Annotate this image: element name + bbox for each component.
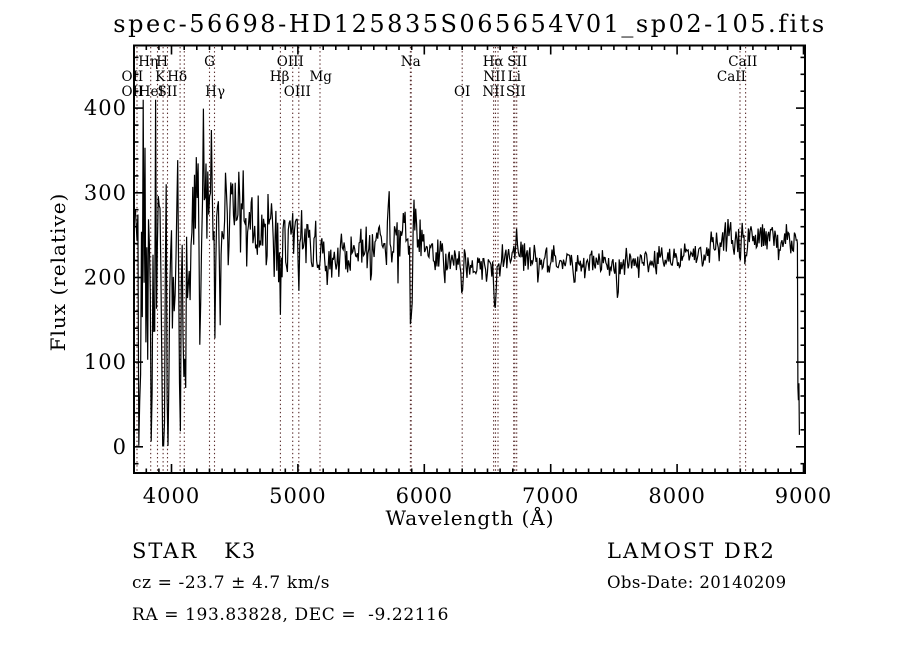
line-label-OIII: OIII	[277, 54, 304, 70]
plot-frame	[133, 44, 806, 474]
survey-release-label: LAMOST DR2	[607, 539, 776, 563]
plot-title: spec-56698-HD125835S065654V01_sp02-105.f…	[113, 10, 827, 38]
line-label-HeI: HeI	[139, 84, 164, 100]
spectrum-trace	[133, 99, 800, 447]
obs-date-text: Obs-Date: 20140209	[607, 573, 787, 592]
x-tick-labels: 4000 5000 6000 7000 8000 9000	[143, 484, 832, 508]
svg-text:200: 200	[84, 266, 127, 290]
y-axis-label: Flux (relative)	[46, 192, 70, 352]
line-label-Hβ: Hβ	[270, 69, 290, 85]
line-label-SII: SII	[507, 54, 527, 70]
svg-text:4000: 4000	[143, 484, 200, 508]
svg-text:5000: 5000	[269, 484, 326, 508]
line-label-Hγ: Hγ	[205, 84, 225, 100]
axis-ticks	[134, 45, 805, 473]
line-label-SII: SII	[158, 84, 178, 100]
line-label-Na: Na	[401, 54, 421, 70]
line-label-Hδ: Hδ	[167, 69, 187, 85]
line-label-H: H	[156, 54, 168, 70]
line-label-NII: NII	[482, 84, 504, 100]
line-label-OI: OI	[454, 84, 470, 100]
y-tick-labels: 0 100 200 300 400	[84, 96, 127, 459]
svg-text:100: 100	[84, 350, 127, 374]
ra-dec-text: RA = 193.83828, DEC = -9.22116	[132, 605, 450, 625]
line-label-Mg: Mg	[309, 69, 332, 85]
svg-text:9000: 9000	[775, 484, 832, 508]
line-label-Hα: Hα	[483, 54, 504, 70]
line-label-NII: NII	[483, 69, 505, 85]
svg-text:7000: 7000	[522, 484, 579, 508]
svg-text:8000: 8000	[648, 484, 705, 508]
spectral-line-markers	[136, 47, 747, 472]
object-class-label: STAR K3	[132, 539, 258, 563]
line-label-SII: SII	[506, 84, 526, 100]
line-label-OII: OII	[122, 84, 144, 100]
line-label-Li: Li	[508, 69, 522, 85]
line-label-OIII: OIII	[284, 84, 311, 100]
svg-text:6000: 6000	[396, 484, 453, 508]
line-label-Hη: Hη	[138, 54, 158, 70]
line-label-G: G	[204, 54, 215, 70]
line-label-CaII: CaII	[717, 69, 746, 85]
x-axis-label: Wavelength (Å)	[385, 506, 555, 530]
radial-velocity-text: cz = -23.7 ± 4.7 km/s	[132, 573, 331, 593]
line-label-OII: OII	[122, 69, 144, 85]
line-label-CaII: CaII	[728, 54, 757, 70]
svg-text:300: 300	[84, 181, 127, 205]
svg-text:0: 0	[113, 435, 127, 459]
line-label-K: K	[155, 69, 166, 85]
svg-text:400: 400	[84, 96, 127, 120]
